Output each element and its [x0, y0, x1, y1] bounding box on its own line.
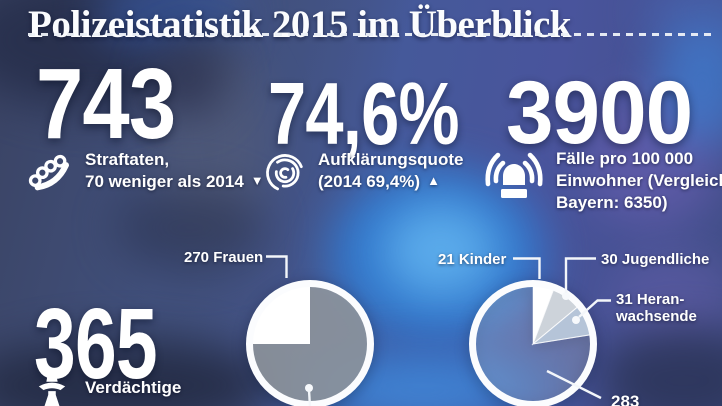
- dashed-divider: [28, 33, 714, 36]
- trend-down-icon: ▼: [250, 173, 264, 188]
- stat-line: 70 weniger als 2014 ▼: [85, 172, 264, 191]
- stat-aufklaerung-label: Aufklärungsquote (2014 69,4%) ▲: [318, 149, 463, 192]
- stat-faelle-value: 3900: [506, 62, 693, 162]
- pie-ring: [469, 280, 597, 406]
- stat-line: Aufklärungsquote: [318, 150, 464, 169]
- fingerprint-icon: [266, 154, 304, 192]
- stat-aufklaerung-value: 74,6%: [268, 64, 460, 163]
- pie-label-frauen: 270 Frauen: [184, 249, 264, 266]
- stat-line: Straftaten,: [85, 150, 170, 169]
- bg-blob: [152, 42, 227, 117]
- suspect-icon: [38, 372, 66, 406]
- stat-straftaten-label: Straftaten, 70 weniger als 2014 ▼: [85, 149, 264, 192]
- pie-label-kinder: 21 Kinder: [438, 251, 507, 268]
- stat-line: Einwohner (Vergleich: [556, 171, 722, 190]
- stat-line: Bayern: 6350): [556, 193, 668, 212]
- stat-line: (2014 69,4%) ▲: [318, 172, 440, 191]
- siren-icon: [485, 152, 543, 198]
- stat-faelle-label: Fälle pro 100 000 Einwohner (Vergleich B…: [556, 148, 722, 214]
- bg-blob: [655, 22, 722, 147]
- stat-verdaechtige-label: Verdächtige: [85, 378, 182, 397]
- trend-up-icon: ▲: [427, 173, 440, 188]
- stat-straftaten-value: 743: [36, 48, 176, 160]
- pie-chart-right: [469, 280, 597, 406]
- pie-label-heranwachsende: 31 Heran- wachsende: [616, 291, 697, 325]
- pie-label-rest: 283: [611, 392, 640, 406]
- bg-blob: [115, 185, 265, 270]
- pie-label-jugendliche: 30 Jugendliche: [601, 251, 710, 268]
- bg-blob: [383, 203, 498, 298]
- pie-chart-left: [246, 280, 374, 406]
- pie-slice: [251, 285, 369, 403]
- page-title: Polizeistatistik 2015 im Überblick: [28, 3, 572, 47]
- pie-slice: [251, 285, 310, 344]
- brass-knuckles-icon: [28, 154, 69, 191]
- stat-line: Fälle pro 100 000: [556, 149, 694, 168]
